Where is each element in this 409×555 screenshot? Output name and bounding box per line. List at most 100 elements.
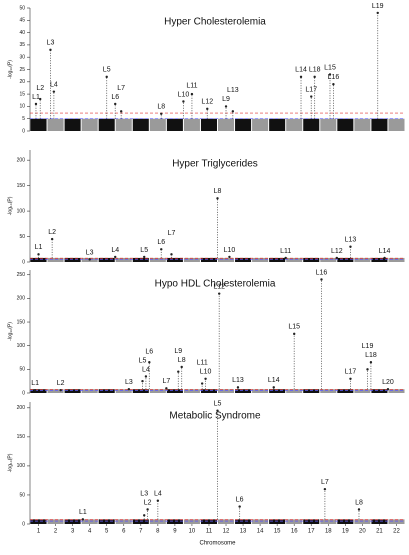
- chromosome-band: [132, 257, 149, 262]
- chromosome-band: [269, 118, 286, 131]
- peak-point: [376, 11, 379, 15]
- peak-label: L6: [236, 496, 244, 503]
- chromosome-band: [149, 118, 166, 131]
- peak-point: [114, 255, 117, 259]
- peak-label: L10: [178, 91, 190, 98]
- chromosome-band: [98, 519, 115, 524]
- chromosome-band: [320, 257, 337, 262]
- peak-point: [177, 370, 180, 373]
- peak-point: [272, 386, 275, 389]
- chromosome-band: [269, 389, 286, 393]
- peak-point: [366, 368, 369, 371]
- chromosome-band: [218, 118, 235, 131]
- y-tick-label: 250: [17, 272, 26, 278]
- peak-label: L20: [382, 379, 394, 386]
- y-tick-label: 200: [17, 405, 26, 411]
- peak-label: L1: [35, 244, 43, 251]
- peak-point: [218, 292, 221, 295]
- chromosome-band: [252, 118, 269, 131]
- peak-label: L4: [154, 491, 162, 498]
- peak-label: L6: [111, 94, 119, 101]
- y-axis-label: -log₁₀(P): [7, 453, 13, 472]
- peak-label: L14: [268, 377, 280, 384]
- chromosome-band: [30, 257, 47, 262]
- x-tick-label: 3: [71, 529, 75, 535]
- chromosome-band: [354, 257, 371, 262]
- x-tick-label: 4: [88, 529, 92, 535]
- y-tick-label: 50: [19, 367, 25, 373]
- chromosome-band: [252, 257, 269, 262]
- chromosome-band: [183, 389, 200, 393]
- x-tick-label: 17: [308, 529, 315, 535]
- chromosome-band: [132, 118, 149, 131]
- peak-label: L13: [345, 237, 357, 244]
- chromosome-band: [235, 389, 252, 393]
- chromosome-band: [218, 519, 235, 524]
- x-tick-label: 11: [206, 529, 213, 535]
- x-tick-label: 2: [54, 529, 58, 535]
- peak-label: L11: [197, 360, 208, 367]
- peak-label: L10: [224, 247, 236, 254]
- chromosome-band: [337, 118, 354, 131]
- chromosome-band: [149, 519, 166, 524]
- chromosome-band: [98, 257, 115, 262]
- chromosome-band: [81, 389, 98, 393]
- y-tick-label: 0: [22, 128, 25, 134]
- peak-point: [114, 102, 117, 106]
- peak-point: [148, 361, 151, 364]
- peak-label: L8: [355, 499, 363, 506]
- peak-point: [224, 105, 228, 108]
- peak-point: [238, 505, 241, 508]
- chromosome-band: [235, 519, 252, 524]
- y-tick-label: 15: [19, 91, 25, 97]
- peak-label: L11: [280, 248, 291, 255]
- peak-label: L9: [222, 96, 230, 103]
- x-tick-label: 8: [156, 529, 160, 535]
- chromosome-band: [303, 519, 320, 524]
- chromosome-band: [132, 389, 149, 393]
- peak-point: [105, 75, 108, 79]
- chromosome-band: [30, 389, 47, 393]
- y-tick-label: 30: [19, 55, 25, 61]
- peak-label: L4: [142, 366, 150, 373]
- peak-label: L18: [309, 67, 321, 74]
- peak-label: L19: [362, 343, 374, 350]
- chromosome-band: [371, 118, 388, 131]
- chromosome-band: [200, 389, 217, 393]
- chromosome-band: [115, 519, 132, 524]
- chromosome-band: [303, 389, 320, 393]
- chromosome-band: [183, 519, 200, 524]
- chromosome-band: [115, 257, 132, 262]
- peak-point: [236, 386, 240, 389]
- x-tick-label: 14: [257, 529, 264, 535]
- chromosome-band: [47, 118, 64, 131]
- chromosome-band: [47, 519, 64, 524]
- x-tick-label: 22: [393, 529, 400, 535]
- chromosome-band: [235, 257, 252, 262]
- y-tick-label: 20: [19, 79, 25, 85]
- peak-point: [328, 73, 332, 76]
- chromosome-band: [64, 118, 81, 131]
- chromosome-band: [200, 118, 217, 131]
- chromosome-band: [354, 118, 371, 131]
- peak-label: L1: [79, 509, 87, 516]
- peak-point: [228, 255, 231, 259]
- chromosome-band: [252, 519, 269, 524]
- y-axis-label: -log₁₀(P): [7, 196, 13, 215]
- peak-label: L5: [139, 357, 147, 364]
- peak-point: [293, 332, 296, 336]
- y-tick-label: 0: [22, 259, 25, 265]
- chromosome-band: [166, 257, 183, 262]
- peak-label: L6: [145, 348, 153, 355]
- peak-point: [141, 379, 144, 383]
- chromosome-band: [115, 389, 132, 393]
- y-tick-label: 200: [17, 296, 26, 302]
- peak-label: L16: [328, 74, 340, 81]
- chromosome-band: [337, 389, 354, 393]
- y-tick-label: 35: [19, 42, 25, 48]
- peak-label: L7: [117, 85, 125, 92]
- chromosome-band: [115, 118, 132, 131]
- peak-point: [52, 90, 56, 93]
- peak-point: [386, 388, 390, 391]
- peak-label: L3: [47, 40, 55, 47]
